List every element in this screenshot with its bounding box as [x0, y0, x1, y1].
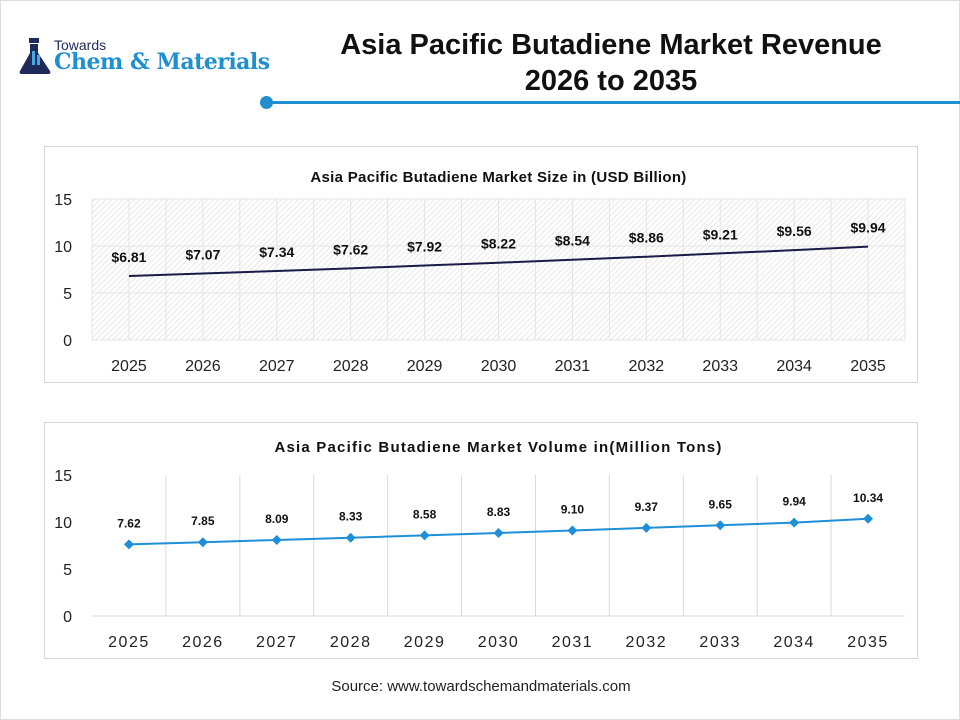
- data-point: [567, 525, 578, 536]
- x-tick-label: 2026: [182, 634, 224, 651]
- y-tick-label: 10: [54, 239, 72, 256]
- chart-revenue: Asia Pacific Butadiene Market Size in (U…: [44, 146, 918, 383]
- chart-volume: Asia Pacific Butadiene Market Volume in(…: [44, 422, 918, 659]
- data-label: $6.81: [111, 249, 146, 265]
- data-label: 9.37: [635, 500, 659, 514]
- data-label: $9.56: [777, 223, 812, 239]
- y-tick-label: 5: [63, 286, 72, 303]
- data-label: 9.94: [782, 495, 806, 509]
- data-label: 8.33: [339, 510, 363, 524]
- y-tick-label: 0: [63, 333, 72, 350]
- series-line: [128, 245, 869, 277]
- data-point: [419, 530, 430, 541]
- data-label: 9.10: [561, 502, 585, 516]
- data-point: [863, 513, 874, 524]
- data-point: [271, 534, 282, 545]
- data-point: [123, 539, 134, 550]
- x-tick-label: 2026: [185, 358, 221, 375]
- logo-line2: Chem & Materials: [54, 49, 270, 75]
- data-label: 8.09: [265, 512, 289, 526]
- x-tick-label: 2027: [259, 358, 295, 375]
- data-label: $8.54: [555, 233, 590, 249]
- data-point: [641, 522, 652, 533]
- chart-title: Asia Pacific Butadiene Market Size in (U…: [310, 169, 686, 186]
- x-tick-label: 2029: [404, 634, 446, 651]
- data-label: $9.94: [851, 220, 886, 236]
- data-label: $7.92: [407, 239, 442, 255]
- chart-revenue-svg: Asia Pacific Butadiene Market Size in (U…: [54, 169, 906, 375]
- data-point: [493, 527, 504, 538]
- x-tick-label: 2030: [478, 634, 520, 651]
- data-point: [345, 532, 356, 543]
- y-tick-label: 10: [54, 515, 72, 532]
- data-point: [715, 520, 726, 531]
- x-tick-label: 2033: [699, 634, 741, 651]
- data-label: $7.07: [185, 247, 220, 263]
- source-text: Source: www.towardschemandmaterials.com: [331, 678, 631, 695]
- y-tick-label: 5: [63, 562, 72, 579]
- x-tick-label: 2031: [552, 634, 594, 651]
- data-label: 8.58: [413, 507, 437, 521]
- data-label: 10.34: [853, 491, 883, 505]
- data-label: 7.62: [117, 516, 141, 530]
- x-tick-label: 2033: [702, 358, 738, 375]
- x-tick-label: 2030: [481, 358, 517, 375]
- x-tick-label: 2025: [108, 634, 150, 651]
- y-tick-label: 15: [54, 468, 72, 485]
- header-dot: [260, 96, 273, 109]
- data-label: $9.21: [703, 226, 738, 242]
- x-tick-label: 2034: [773, 634, 815, 651]
- header-divider: [266, 101, 960, 104]
- x-tick-label: 2028: [330, 634, 372, 651]
- y-tick-label: 0: [63, 609, 72, 626]
- data-label: $8.86: [629, 230, 664, 246]
- x-tick-label: 2034: [776, 358, 812, 375]
- data-label: 8.83: [487, 505, 511, 519]
- data-label: 9.65: [709, 497, 733, 511]
- x-tick-label: 2032: [629, 358, 665, 375]
- page-title: Asia Pacific Butadiene Market Revenue 20…: [301, 27, 921, 99]
- x-tick-label: 2025: [111, 358, 147, 375]
- logo-line1: Towards: [54, 37, 107, 53]
- title-line1: Asia Pacific Butadiene Market Revenue: [340, 29, 882, 61]
- flask-icon: [19, 38, 51, 74]
- title-line2: 2026 to 2035: [524, 65, 698, 97]
- x-tick-label: 2035: [847, 634, 889, 651]
- x-tick-label: 2031: [555, 358, 591, 375]
- x-tick-label: 2035: [850, 358, 886, 375]
- x-tick-label: 2027: [256, 634, 298, 651]
- x-tick-label: 2029: [407, 358, 443, 375]
- y-tick-label: 15: [54, 192, 72, 209]
- data-label: 7.85: [191, 514, 215, 528]
- data-point: [789, 517, 800, 528]
- data-label: $7.62: [333, 241, 368, 257]
- x-tick-label: 2028: [333, 358, 369, 375]
- chart-title: Asia Pacific Butadiene Market Volume in(…: [274, 439, 722, 456]
- x-tick-label: 2032: [626, 634, 668, 651]
- data-label: $8.22: [481, 236, 516, 252]
- data-point: [197, 537, 208, 548]
- data-label: $7.34: [259, 244, 294, 260]
- chart-volume-svg: Asia Pacific Butadiene Market Volume in(…: [54, 439, 905, 651]
